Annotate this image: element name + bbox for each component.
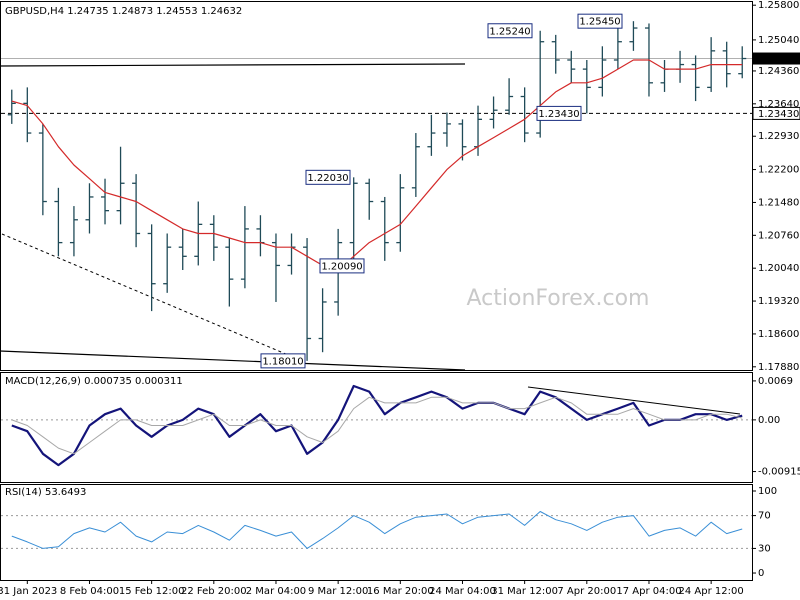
- x-tick-label: 9 Mar 12:00: [308, 586, 368, 597]
- y-tick-label: 1.25800: [758, 0, 799, 11]
- moving-average: [11, 59, 743, 271]
- y-tick-label: 100: [758, 486, 777, 497]
- indicator-line: [11, 511, 743, 549]
- trendline: [0, 63, 466, 67]
- annotation-box: [319, 258, 365, 274]
- x-tick-label: 31 Jan 2023: [0, 586, 57, 597]
- x-tick-label: 15 Feb 12:00: [119, 586, 185, 597]
- y-tick-label: 1.19320: [758, 296, 799, 307]
- annotation-label: 1.25240: [489, 26, 530, 37]
- indicator-line: [11, 384, 743, 467]
- annotation-box: [536, 105, 582, 121]
- y-tick-label: 1.24360: [758, 66, 799, 77]
- trendline: [0, 350, 466, 371]
- level-tag-label: 1.23430: [758, 109, 799, 120]
- y-tick-label: 1.22200: [758, 165, 799, 176]
- y-tick-label: 1.22930: [758, 131, 799, 142]
- price-title: GBPUSD,H4 1.24735 1.24873 1.24553 1.2463…: [5, 6, 242, 17]
- price-panel-frame: [0, 1, 753, 371]
- x-tick-label: 31 Mar 12:00: [491, 586, 558, 597]
- x-tick-label: 8 Feb 04:00: [60, 586, 119, 597]
- x-tick-label: 16 Mar 20:00: [367, 586, 434, 597]
- annotation-box: [577, 13, 623, 29]
- y-tick-label: 0: [758, 568, 764, 579]
- y-tick-label: 1.23640: [758, 99, 799, 110]
- x-tick-label: 17 Apr 04:00: [616, 586, 681, 597]
- price-tag: [753, 52, 800, 65]
- annotation-label: 1.25450: [579, 17, 620, 28]
- x-tick-label: 2 Mar 04:00: [246, 586, 306, 597]
- rsi-panel-frame: [0, 484, 753, 581]
- rsi-title: RSI(14) 53.6493: [5, 487, 86, 498]
- annotation-label: 1.23430: [538, 109, 579, 120]
- x-tick-label: 24 Mar 04:00: [429, 586, 496, 597]
- y-tick-label: 1.21480: [758, 197, 799, 208]
- annotation-label: 1.22030: [307, 173, 348, 184]
- y-tick-label: 30: [758, 543, 771, 554]
- macd-title: MACD(12,26,9) 0.000735 0.000311: [5, 376, 183, 387]
- annotation-label: 1.20090: [321, 261, 362, 272]
- x-tick-label: 24 Apr 12:00: [679, 586, 744, 597]
- y-tick-label: 1.20040: [758, 263, 799, 274]
- macd-panel-frame: [0, 372, 753, 483]
- annotation-box: [260, 353, 306, 369]
- x-tick-label: 22 Feb 20:00: [181, 586, 247, 597]
- annotation-box: [487, 23, 533, 39]
- annotation-box: [305, 169, 351, 185]
- x-tick-label: 7 Apr 20:00: [557, 586, 616, 597]
- indicator-line: [11, 396, 743, 455]
- y-tick-label: 1.20760: [758, 230, 799, 241]
- y-tick-label: 0.00: [758, 415, 780, 426]
- price-tag-label: 1.24632: [758, 54, 799, 65]
- y-tick-label: 70: [758, 511, 771, 522]
- y-tick-label: 1.25040: [758, 35, 799, 46]
- level-tag: [752, 106, 800, 120]
- watermark: ActionForex.com: [467, 286, 650, 311]
- annotation-label: 1.18010: [262, 356, 303, 367]
- macd-trendline: [527, 386, 741, 415]
- y-tick-label: 1.17880: [758, 362, 799, 373]
- y-tick-label: 0.0069: [758, 376, 793, 387]
- y-tick-label: 1.18600: [758, 329, 799, 340]
